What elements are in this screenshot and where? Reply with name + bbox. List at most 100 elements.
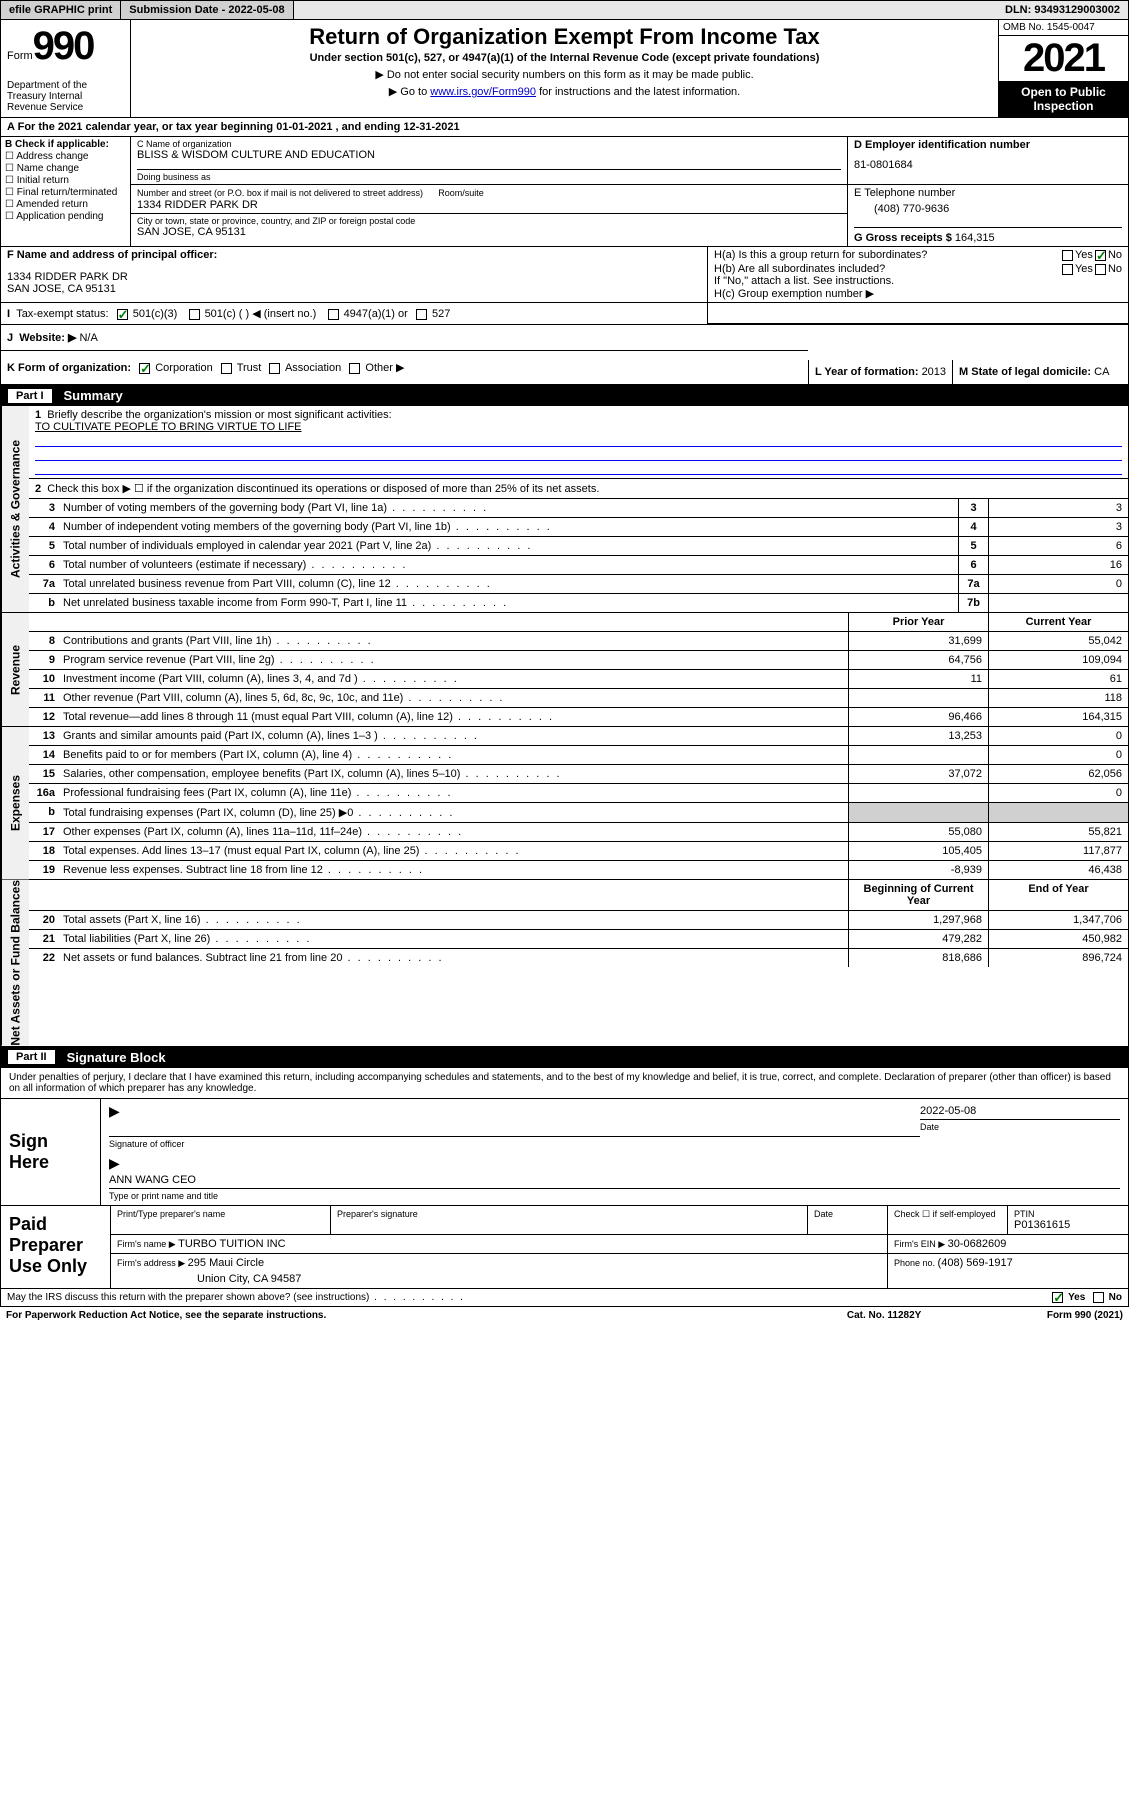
table-row: 11Other revenue (Part VIII, column (A), … xyxy=(29,689,1128,708)
gross-label: G Gross receipts $ xyxy=(854,232,955,244)
efile-button[interactable]: efile GRAPHIC print xyxy=(1,1,121,19)
chk-name[interactable]: ☐ Name change xyxy=(5,163,126,174)
discuss-row: May the IRS discuss this return with the… xyxy=(0,1289,1129,1307)
hb-yes[interactable]: Yes xyxy=(1060,263,1093,275)
firm-addr-label: Firm's address ▶ xyxy=(117,1258,188,1268)
form-org-label: K Form of organization: xyxy=(7,362,131,374)
form-title: Return of Organization Exempt From Incom… xyxy=(139,24,990,50)
sign-here-label: Sign Here xyxy=(1,1099,101,1205)
city-value: SAN JOSE, CA 95131 xyxy=(137,226,841,238)
ha-no[interactable]: No xyxy=(1093,249,1122,261)
table-row: 8Contributions and grants (Part VIII, li… xyxy=(29,632,1128,651)
dln-label: DLN: xyxy=(1005,4,1034,16)
section-bcde: B Check if applicable: ☐ Address change … xyxy=(0,137,1129,247)
ha-yes[interactable]: Yes xyxy=(1060,249,1093,261)
note-goto: Go to www.irs.gov/Form990 for instructio… xyxy=(139,85,990,98)
chk-assoc[interactable] xyxy=(269,363,280,374)
line-1: 1 Briefly describe the organization's mi… xyxy=(29,406,1128,479)
dln-value: 93493129003002 xyxy=(1034,4,1120,16)
chk-other[interactable] xyxy=(349,363,360,374)
note-goto-pre: Go to xyxy=(400,86,430,98)
table-row: 14Benefits paid to or for members (Part … xyxy=(29,746,1128,765)
section-b-label: B Check if applicable: xyxy=(5,139,109,150)
section-eg: E Telephone number (408) 770-9636 G Gros… xyxy=(848,185,1128,246)
website-label: Website: ▶ xyxy=(19,332,76,344)
table-row: 4Number of independent voting members of… xyxy=(29,518,1128,537)
city-block: City or town, state or province, country… xyxy=(131,214,847,240)
taxyear-begin: 01-01-2021 xyxy=(276,121,332,133)
irs-link[interactable]: www.irs.gov/Form990 xyxy=(430,86,536,98)
dln: DLN: 93493129003002 xyxy=(997,1,1128,19)
table-row: bTotal fundraising expenses (Part IX, co… xyxy=(29,803,1128,823)
hdr-eoy: End of Year xyxy=(988,880,1128,910)
table-row: 16aProfessional fundraising fees (Part I… xyxy=(29,784,1128,803)
ein-value: 81-0801684 xyxy=(854,159,1122,171)
taxyear-end: 12-31-2021 xyxy=(403,121,459,133)
form-header: Form 990 Department of the Treasury Inte… xyxy=(0,20,1129,118)
table-row: 10Investment income (Part VIII, column (… xyxy=(29,670,1128,689)
form-subtitle: Under section 501(c), 527, or 4947(a)(1)… xyxy=(139,52,990,64)
vtab-ag: Activities & Governance xyxy=(1,406,29,612)
part1-title: Summary xyxy=(64,388,123,403)
prep-ptin: P01361615 xyxy=(1014,1219,1122,1231)
chk-final[interactable]: ☐ Final return/terminated xyxy=(5,187,126,198)
sig-officer-label: Signature of officer xyxy=(109,1139,920,1149)
tax-year: 2021 xyxy=(999,36,1128,81)
part2-title: Signature Block xyxy=(67,1050,166,1065)
section-f: F Name and address of principal officer:… xyxy=(1,247,708,302)
chk-trust[interactable] xyxy=(221,363,232,374)
prep-label: Paid Preparer Use Only xyxy=(1,1206,111,1288)
hb-note: If "No," attach a list. See instructions… xyxy=(714,275,1122,287)
ha-label: H(a) Is this a group return for subordin… xyxy=(714,249,1060,261)
officer-addr2: SAN JOSE, CA 95131 xyxy=(7,283,701,295)
section-c: C Name of organization BLISS & WISDOM CU… xyxy=(131,137,848,184)
chk-corp[interactable] xyxy=(139,363,150,374)
mission-text: TO CULTIVATE PEOPLE TO BRING VIRTUE TO L… xyxy=(35,421,1122,433)
officer-addr1: 1334 RIDDER PARK DR xyxy=(7,271,701,283)
vtab-exp: Expenses xyxy=(1,727,29,879)
org-name: BLISS & WISDOM CULTURE AND EDUCATION xyxy=(137,149,841,161)
vtab-net: Net Assets or Fund Balances xyxy=(1,880,29,1046)
chk-amended[interactable]: ☐ Amended return xyxy=(5,199,126,210)
table-row: 5Total number of individuals employed in… xyxy=(29,537,1128,556)
section-h: H(a) Is this a group return for subordin… xyxy=(708,247,1128,302)
paid-preparer: Paid Preparer Use Only Print/Type prepar… xyxy=(0,1206,1129,1289)
website-value: N/A xyxy=(79,332,97,344)
part1-net: Net Assets or Fund Balances Beginning of… xyxy=(0,880,1129,1047)
org-name-label: C Name of organization xyxy=(137,139,841,149)
addr-label: Number and street (or P.O. box if mail i… xyxy=(137,188,423,198)
department: Department of the Treasury Internal Reve… xyxy=(7,80,124,113)
taxyear-mid: , and ending xyxy=(332,121,403,133)
firm-phone: (408) 569-1917 xyxy=(938,1257,1013,1269)
chk-address[interactable]: ☐ Address change xyxy=(5,151,126,162)
form-no: 990 xyxy=(33,24,94,69)
tel-label: E Telephone number xyxy=(854,187,1122,199)
chk-pending[interactable]: ☐ Application pending xyxy=(5,211,126,222)
address-block: Number and street (or P.O. box if mail i… xyxy=(131,185,847,214)
table-row: 6Total number of volunteers (estimate if… xyxy=(29,556,1128,575)
submission-date: Submission Date - 2022-05-08 xyxy=(121,1,293,19)
net-header: Beginning of Current Year End of Year xyxy=(29,880,1128,911)
discuss-yes[interactable] xyxy=(1052,1292,1063,1303)
hb-no[interactable]: No xyxy=(1093,263,1122,275)
chk-initial[interactable]: ☐ Initial return xyxy=(5,175,126,186)
section-jklm: J Website: ▶ N/A K Form of organization:… xyxy=(0,325,1129,385)
chk-527[interactable] xyxy=(416,309,427,320)
tax-year-line: A For the 2021 calendar year, or tax yea… xyxy=(0,118,1129,137)
hc-label: H(c) Group exemption number ▶ xyxy=(714,287,1122,300)
city-label: City or town, state or province, country… xyxy=(137,216,841,226)
form-ref: Form 990 (2021) xyxy=(1047,1310,1123,1321)
sig-name-label: Type or print name and title xyxy=(109,1191,1120,1201)
chk-501c3[interactable] xyxy=(117,309,128,320)
section-b: B Check if applicable: ☐ Address change … xyxy=(1,137,131,246)
inspection-badge: Open to Public Inspection xyxy=(999,81,1128,117)
paperwork-notice: For Paperwork Reduction Act Notice, see … xyxy=(6,1310,847,1321)
part1-bar: Part I Summary xyxy=(0,385,1129,406)
note-ssn: Do not enter social security numbers on … xyxy=(139,68,990,81)
officer-label: F Name and address of principal officer: xyxy=(7,249,217,261)
chk-501c[interactable] xyxy=(189,309,200,320)
discuss-no[interactable] xyxy=(1093,1292,1104,1303)
prep-ptin-label: PTIN xyxy=(1014,1209,1122,1219)
chk-4947[interactable] xyxy=(328,309,339,320)
section-fh: F Name and address of principal officer:… xyxy=(0,247,1129,303)
